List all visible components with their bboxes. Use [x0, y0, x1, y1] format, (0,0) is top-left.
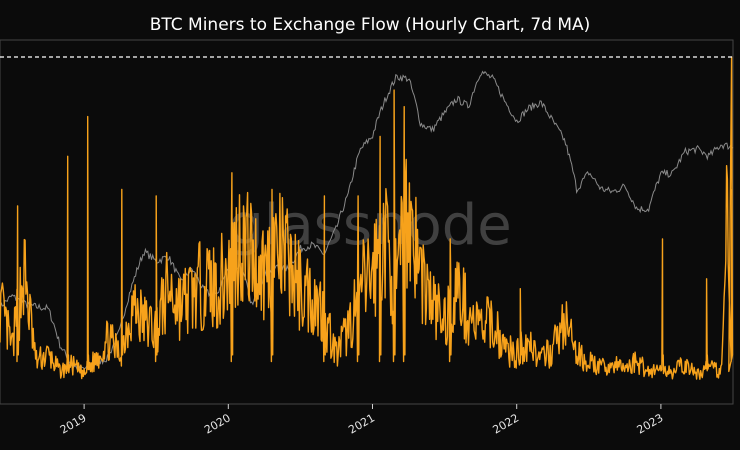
flow-series — [0, 56, 734, 380]
x-tick-label: 2023 — [635, 411, 666, 436]
watermark-logo: glassnode — [228, 193, 512, 258]
x-tick-label: 2022 — [490, 411, 521, 436]
flow-line — [0, 56, 734, 380]
chart-title: BTC Miners to Exchange Flow (Hourly Char… — [150, 15, 591, 35]
x-tick-label: 2021 — [346, 411, 377, 436]
x-tick-label: 2020 — [202, 411, 233, 436]
x-tick-label: 2019 — [58, 411, 89, 436]
x-axis: 2019 2020 2021 2022 2023 — [58, 404, 666, 437]
